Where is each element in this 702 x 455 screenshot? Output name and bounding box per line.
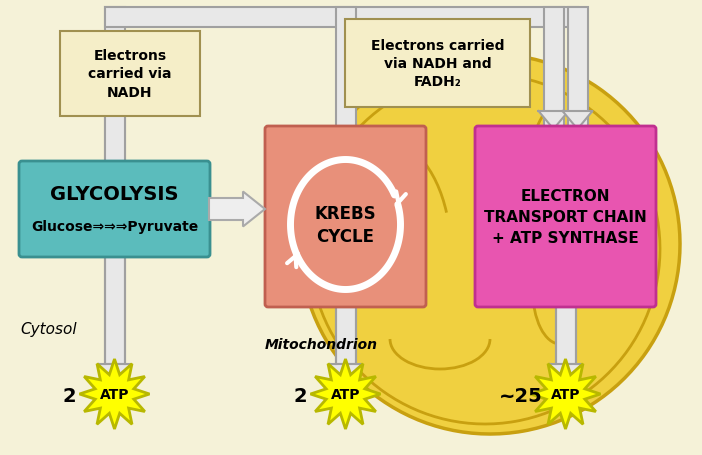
Text: ATP: ATP xyxy=(100,387,129,401)
Text: KREBS
CYCLE: KREBS CYCLE xyxy=(314,205,376,245)
Text: ELECTRON
TRANSPORT CHAIN
+ ATP SYNTHASE: ELECTRON TRANSPORT CHAIN + ATP SYNTHASE xyxy=(484,188,647,245)
Polygon shape xyxy=(562,112,592,130)
FancyBboxPatch shape xyxy=(60,32,200,117)
FancyBboxPatch shape xyxy=(336,304,355,364)
FancyArrow shape xyxy=(209,192,265,227)
FancyBboxPatch shape xyxy=(345,20,530,108)
Polygon shape xyxy=(79,359,150,429)
Text: Mitochondrion: Mitochondrion xyxy=(265,337,378,351)
Polygon shape xyxy=(98,364,131,394)
FancyBboxPatch shape xyxy=(567,8,588,130)
Polygon shape xyxy=(329,364,362,394)
FancyBboxPatch shape xyxy=(555,304,576,364)
FancyBboxPatch shape xyxy=(19,162,210,258)
Text: Cytosol: Cytosol xyxy=(20,322,77,337)
FancyBboxPatch shape xyxy=(105,8,578,28)
Text: Electrons
carried via
NADH: Electrons carried via NADH xyxy=(88,49,172,100)
FancyBboxPatch shape xyxy=(105,254,124,364)
Text: Glucose⇒⇒⇒Pyruvate: Glucose⇒⇒⇒Pyruvate xyxy=(31,219,198,233)
Text: Electrons carried
via NADH and
FADH₂: Electrons carried via NADH and FADH₂ xyxy=(371,39,504,89)
Text: 2: 2 xyxy=(293,387,307,405)
FancyBboxPatch shape xyxy=(336,8,355,130)
Polygon shape xyxy=(538,112,569,130)
Ellipse shape xyxy=(300,55,680,434)
FancyBboxPatch shape xyxy=(475,127,656,307)
Polygon shape xyxy=(550,364,581,394)
Text: ATP: ATP xyxy=(331,387,360,401)
Text: 2: 2 xyxy=(62,387,77,405)
FancyBboxPatch shape xyxy=(265,127,426,307)
Text: ATP: ATP xyxy=(551,387,581,401)
Text: ~25: ~25 xyxy=(498,387,543,405)
Text: GLYCOLYSIS: GLYCOLYSIS xyxy=(51,185,179,204)
Polygon shape xyxy=(310,359,380,429)
FancyBboxPatch shape xyxy=(105,8,124,165)
FancyBboxPatch shape xyxy=(543,8,564,130)
Polygon shape xyxy=(531,359,600,429)
FancyBboxPatch shape xyxy=(105,117,124,165)
